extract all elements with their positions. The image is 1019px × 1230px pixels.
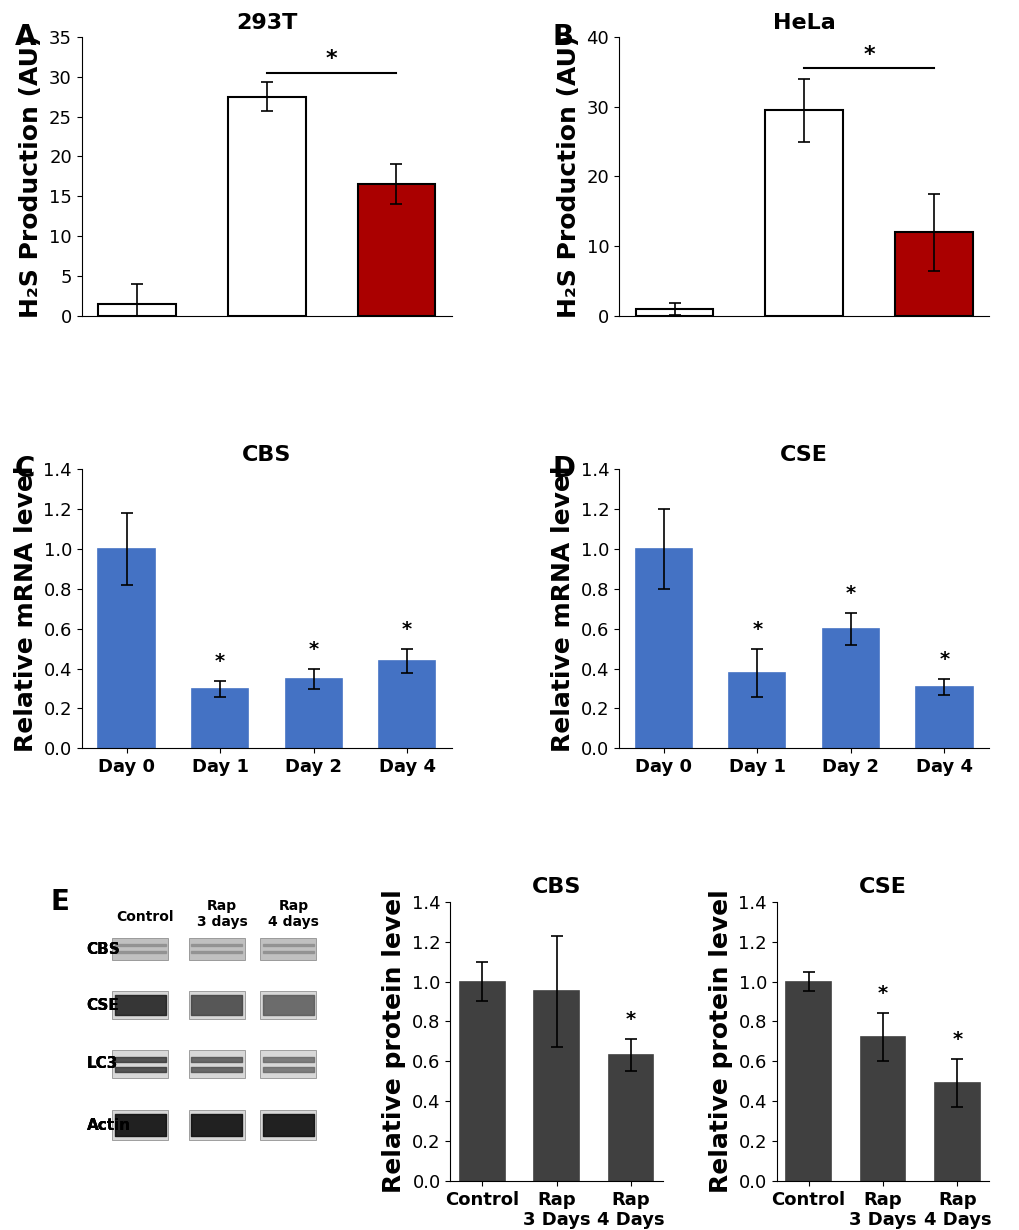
Y-axis label: Relative mRNA level: Relative mRNA level: [550, 466, 575, 752]
Bar: [285, 679, 341, 748]
Bar: [189, 1049, 245, 1077]
Text: CBS: CBS: [87, 942, 120, 957]
Text: Control: Control: [116, 910, 174, 924]
Bar: [99, 549, 155, 748]
Bar: [635, 549, 691, 748]
Text: *: *: [325, 49, 337, 69]
Bar: [189, 938, 245, 961]
Bar: [934, 1084, 979, 1181]
Text: CSE: CSE: [87, 998, 119, 1012]
Text: *: *: [845, 584, 855, 603]
Y-axis label: Relative protein level: Relative protein level: [708, 889, 732, 1193]
Title: 293T: 293T: [236, 12, 298, 32]
Bar: [358, 184, 435, 316]
Bar: [112, 938, 168, 961]
Title: CSE: CSE: [780, 445, 827, 465]
Bar: [189, 991, 245, 1018]
Bar: [228, 97, 306, 316]
Text: CSE: CSE: [87, 998, 119, 1012]
Bar: [192, 689, 248, 748]
Bar: [822, 629, 878, 748]
Text: Actin: Actin: [87, 1118, 130, 1133]
Text: *: *: [938, 649, 949, 669]
Text: Actin: Actin: [87, 1118, 130, 1133]
Text: Actin: Actin: [87, 1118, 130, 1133]
Title: CBS: CBS: [532, 877, 581, 898]
Text: C: C: [15, 455, 36, 483]
Bar: [379, 661, 435, 748]
Text: CBS: CBS: [87, 942, 120, 957]
Bar: [260, 938, 316, 961]
Text: *: *: [952, 1031, 962, 1049]
Text: *: *: [215, 652, 225, 670]
Text: Rap
3 days: Rap 3 days: [197, 899, 248, 929]
Text: LC3: LC3: [87, 1057, 118, 1071]
Y-axis label: H₂S Production (AU): H₂S Production (AU): [556, 34, 580, 319]
Text: E: E: [51, 888, 69, 916]
Bar: [860, 1037, 905, 1181]
Text: *: *: [862, 44, 874, 65]
Text: *: *: [626, 1010, 636, 1030]
Bar: [915, 686, 971, 748]
Bar: [112, 1109, 168, 1140]
Y-axis label: Relative protein level: Relative protein level: [382, 889, 407, 1193]
Text: *: *: [401, 620, 412, 638]
Bar: [729, 673, 785, 748]
Text: *: *: [877, 984, 888, 1004]
Text: A: A: [15, 23, 37, 50]
Text: CBS: CBS: [87, 942, 120, 957]
Y-axis label: Relative mRNA level: Relative mRNA level: [13, 466, 38, 752]
Text: D: D: [551, 455, 575, 483]
Text: *: *: [309, 640, 318, 659]
Bar: [534, 991, 579, 1181]
Bar: [786, 982, 830, 1181]
Bar: [260, 1049, 316, 1077]
Bar: [764, 111, 842, 316]
Bar: [894, 232, 971, 316]
Bar: [112, 991, 168, 1018]
Title: CSE: CSE: [858, 877, 906, 898]
Title: CBS: CBS: [242, 445, 291, 465]
Bar: [260, 1109, 316, 1140]
Y-axis label: H₂S Production (AU): H₂S Production (AU): [19, 34, 43, 319]
Bar: [112, 1049, 168, 1077]
Text: B: B: [551, 23, 573, 50]
Bar: [99, 304, 176, 316]
Bar: [260, 991, 316, 1018]
Bar: [189, 1109, 245, 1140]
Text: LC3: LC3: [87, 1057, 118, 1071]
Bar: [608, 1055, 653, 1181]
Text: LC3: LC3: [87, 1057, 118, 1071]
Bar: [635, 309, 712, 316]
Bar: [460, 982, 504, 1181]
Title: HeLa: HeLa: [772, 12, 835, 32]
Text: CSE: CSE: [87, 998, 119, 1012]
Text: *: *: [752, 620, 761, 638]
Text: Rap
4 days: Rap 4 days: [268, 899, 319, 929]
